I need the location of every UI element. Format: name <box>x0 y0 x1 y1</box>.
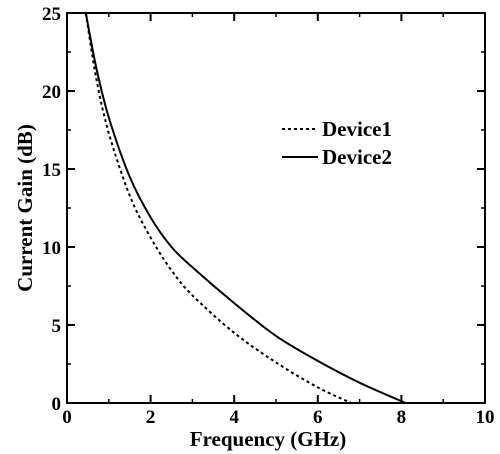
series-line-device2 <box>84 12 406 404</box>
y-tick-label-15: 15 <box>42 160 61 181</box>
x-axis-title: Frequency (GHz) <box>190 427 347 451</box>
y-tick-label-0: 0 <box>52 394 62 415</box>
y-tick-label-20: 20 <box>42 82 61 103</box>
tick-labels: 0 2 4 6 8 10 0 5 10 15 20 25 <box>42 4 495 428</box>
legend-label-device1: Device1 <box>322 117 392 141</box>
legend-label-device2: Device2 <box>322 145 392 169</box>
legend: Device1 Device2 <box>282 117 392 169</box>
x-tick-label-0: 0 <box>62 407 72 428</box>
x-tick-label-10: 10 <box>476 407 495 428</box>
y-tick-label-25: 25 <box>42 4 61 25</box>
y-tick-label-10: 10 <box>42 238 61 259</box>
y-tick-label-5: 5 <box>52 316 62 337</box>
x-tick-label-8: 8 <box>397 407 407 428</box>
y-axis-title: Current Gain (dB) <box>13 124 37 292</box>
series-line-device1 <box>84 12 352 404</box>
plot-frame <box>66 12 486 404</box>
series-layer <box>84 12 406 404</box>
x-tick-label-4: 4 <box>229 407 239 428</box>
x-tick-label-6: 6 <box>313 407 323 428</box>
x-tick-label-2: 2 <box>146 407 156 428</box>
tick-marks <box>66 12 486 404</box>
